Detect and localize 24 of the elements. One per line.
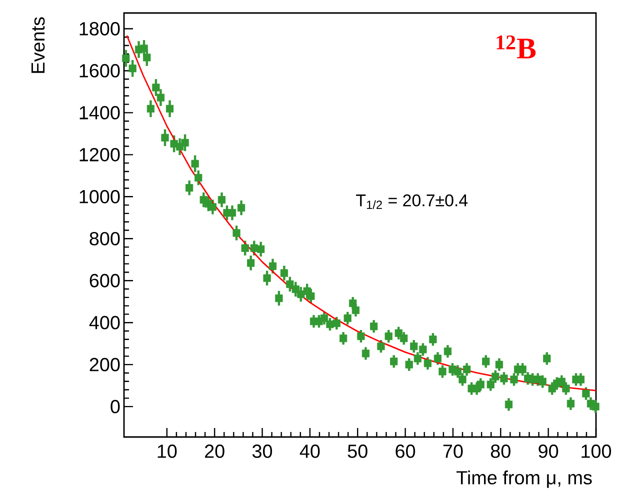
annotation: T$_{1/2}$ = 20.7±0.4: [356, 194, 468, 209]
x-tick-label: 10: [158, 444, 177, 458]
x-tick-label: 60: [396, 444, 416, 458]
y-tick-label: 1800: [80, 22, 120, 36]
y-axis-title: Events: [31, 17, 45, 73]
x-tick-label: 100: [582, 444, 612, 458]
y-tick-label: 200: [90, 358, 120, 372]
y-tick-label: 1400: [80, 106, 120, 120]
y-tick-label: 1000: [80, 190, 120, 204]
x-tick-label: 70: [443, 444, 463, 458]
x-axis-title: Time from μ, ms: [456, 470, 592, 488]
x-tick-label: 90: [538, 444, 558, 458]
y-tick-label: 1200: [80, 148, 120, 162]
x-tick-label: 30: [252, 444, 272, 458]
x-tick-label: 80: [490, 444, 510, 458]
x-tick-label: 50: [348, 444, 368, 458]
y-tick-label: 600: [90, 274, 120, 288]
y-tick-label: 400: [89, 316, 120, 330]
x-tick-label: 40: [300, 444, 320, 458]
annotation: $^{12}$B: [496, 35, 536, 58]
y-tick-label: 800: [90, 232, 120, 246]
y-tick-label: 1600: [80, 64, 120, 78]
y-tick-label: 0: [110, 400, 120, 414]
x-tick-label: 20: [205, 444, 224, 458]
